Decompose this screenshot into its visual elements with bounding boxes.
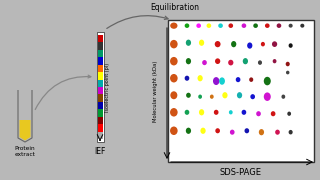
- Ellipse shape: [170, 127, 178, 135]
- Polygon shape: [98, 94, 102, 102]
- Ellipse shape: [300, 24, 304, 28]
- Ellipse shape: [250, 94, 255, 99]
- Polygon shape: [98, 87, 102, 94]
- Ellipse shape: [185, 23, 189, 28]
- Ellipse shape: [289, 43, 293, 48]
- Polygon shape: [97, 32, 103, 142]
- Ellipse shape: [289, 130, 293, 134]
- Ellipse shape: [259, 129, 264, 135]
- Ellipse shape: [230, 130, 235, 135]
- Ellipse shape: [214, 110, 219, 115]
- Ellipse shape: [170, 57, 178, 66]
- Text: IEF: IEF: [94, 147, 106, 156]
- FancyArrowPatch shape: [35, 75, 91, 109]
- Ellipse shape: [242, 23, 246, 28]
- Text: Molecular weight (kDa): Molecular weight (kDa): [154, 60, 158, 122]
- Ellipse shape: [272, 41, 277, 47]
- Polygon shape: [98, 57, 102, 65]
- Ellipse shape: [289, 24, 293, 28]
- Ellipse shape: [286, 62, 290, 66]
- Polygon shape: [98, 132, 102, 139]
- Ellipse shape: [282, 94, 285, 99]
- Polygon shape: [20, 120, 30, 141]
- Text: Isoelectric point (pI): Isoelectric point (pI): [106, 62, 110, 112]
- Ellipse shape: [170, 74, 178, 82]
- Ellipse shape: [261, 42, 265, 46]
- Ellipse shape: [206, 23, 211, 28]
- Ellipse shape: [199, 109, 204, 115]
- Ellipse shape: [202, 60, 207, 65]
- Polygon shape: [98, 35, 102, 42]
- Ellipse shape: [199, 40, 204, 46]
- Ellipse shape: [228, 60, 233, 66]
- Ellipse shape: [170, 91, 177, 99]
- Polygon shape: [98, 117, 102, 124]
- Polygon shape: [98, 42, 102, 50]
- Ellipse shape: [242, 110, 246, 115]
- Polygon shape: [168, 20, 314, 162]
- Polygon shape: [98, 102, 102, 109]
- Ellipse shape: [196, 23, 201, 28]
- Polygon shape: [98, 109, 102, 117]
- Polygon shape: [98, 80, 102, 87]
- Ellipse shape: [237, 92, 242, 98]
- Ellipse shape: [197, 75, 203, 81]
- Ellipse shape: [218, 23, 223, 28]
- Ellipse shape: [185, 110, 189, 115]
- Polygon shape: [98, 72, 102, 80]
- Ellipse shape: [186, 58, 191, 64]
- Ellipse shape: [273, 59, 276, 63]
- Ellipse shape: [219, 77, 225, 85]
- Ellipse shape: [244, 128, 249, 133]
- Text: SDS-PAGE: SDS-PAGE: [220, 168, 262, 177]
- Ellipse shape: [185, 76, 189, 81]
- Ellipse shape: [170, 22, 178, 29]
- Ellipse shape: [249, 77, 253, 82]
- Ellipse shape: [228, 23, 233, 28]
- Ellipse shape: [256, 111, 261, 116]
- Ellipse shape: [275, 130, 280, 135]
- Ellipse shape: [264, 92, 271, 101]
- Ellipse shape: [287, 112, 291, 116]
- Ellipse shape: [258, 60, 262, 65]
- Ellipse shape: [198, 94, 202, 99]
- Ellipse shape: [236, 77, 240, 82]
- Ellipse shape: [247, 42, 252, 49]
- Ellipse shape: [170, 108, 178, 117]
- Ellipse shape: [231, 41, 236, 47]
- FancyArrowPatch shape: [107, 16, 168, 28]
- Ellipse shape: [213, 77, 220, 85]
- Polygon shape: [98, 65, 102, 72]
- Ellipse shape: [243, 58, 248, 64]
- Ellipse shape: [222, 92, 228, 98]
- Ellipse shape: [276, 23, 281, 28]
- Polygon shape: [98, 124, 102, 132]
- Ellipse shape: [264, 77, 271, 85]
- Ellipse shape: [271, 111, 276, 116]
- Ellipse shape: [210, 94, 214, 99]
- Text: Equilibration: Equilibration: [150, 3, 199, 12]
- Ellipse shape: [186, 93, 191, 98]
- Ellipse shape: [215, 58, 220, 64]
- Ellipse shape: [186, 128, 191, 134]
- Ellipse shape: [186, 40, 191, 46]
- Ellipse shape: [200, 128, 206, 134]
- Ellipse shape: [215, 128, 220, 133]
- Ellipse shape: [286, 71, 290, 74]
- Ellipse shape: [170, 40, 178, 48]
- Ellipse shape: [229, 110, 233, 114]
- Text: Protein
extract: Protein extract: [15, 146, 36, 157]
- Polygon shape: [98, 50, 102, 57]
- Ellipse shape: [215, 41, 220, 47]
- Ellipse shape: [253, 23, 258, 28]
- Ellipse shape: [265, 23, 270, 28]
